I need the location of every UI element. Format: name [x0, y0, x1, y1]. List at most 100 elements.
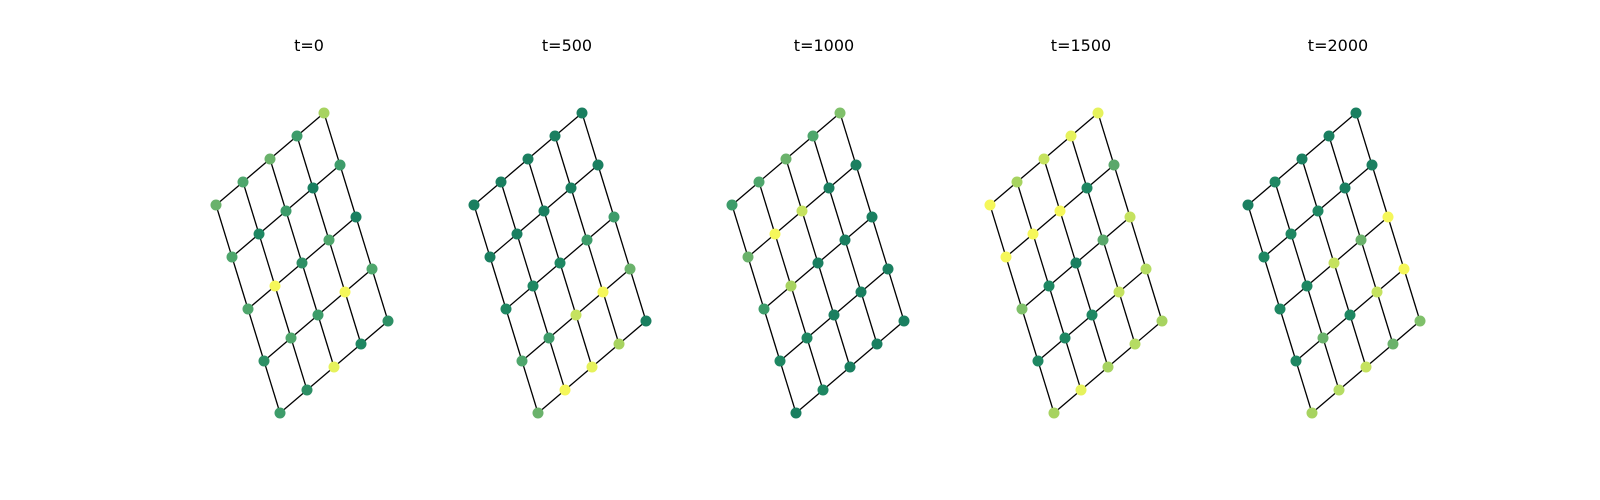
lattice-edge [532, 262, 561, 287]
lattice-edge [1016, 158, 1045, 183]
lattice-edge [231, 256, 249, 310]
lattice-edge [548, 314, 577, 339]
lattice-edge [586, 216, 615, 241]
lattice-node [592, 159, 604, 171]
lattice-node [242, 303, 254, 315]
lattice-edge [774, 210, 803, 235]
lattice-edge [1371, 164, 1389, 218]
lattice-edge [1064, 314, 1093, 339]
panel-nodes [726, 107, 910, 419]
lattice-node [274, 407, 286, 419]
lattice-edge [758, 181, 776, 235]
lattice-edge [1048, 285, 1066, 339]
lattice-node [613, 338, 625, 350]
lattice-edge [1279, 285, 1308, 310]
lattice-edge [1333, 262, 1351, 316]
lattice-node [1360, 361, 1372, 373]
lattice-node [608, 211, 620, 223]
lattice-edge [989, 181, 1018, 206]
lattice-edge [1392, 320, 1421, 345]
lattice-edge [269, 135, 298, 160]
lattice-edge [564, 366, 593, 391]
lattice-edge [1118, 268, 1147, 293]
lattice-edge [505, 308, 523, 362]
lattice-node [1306, 407, 1318, 419]
lattice-edge [774, 233, 792, 287]
lattice-edge [1070, 135, 1088, 189]
lattice-node [823, 182, 835, 194]
lattice-node [812, 257, 824, 269]
lattice-node [1382, 211, 1394, 223]
lattice-node [559, 384, 571, 396]
lattice-edge [1037, 337, 1066, 362]
lattice-edge [339, 164, 357, 218]
lattice-node [296, 257, 308, 269]
lattice-node [1032, 355, 1044, 367]
lattice-node [328, 361, 340, 373]
lattice-edge [758, 158, 787, 183]
lattice-edge [1005, 256, 1023, 310]
lattice-node [1081, 182, 1093, 194]
lattice-edge [1145, 268, 1163, 322]
lattice-edge [1080, 366, 1109, 391]
lattice-edge [812, 112, 841, 137]
lattice-node [1113, 286, 1125, 298]
lattice-node [516, 355, 528, 367]
lattice-edge [618, 320, 647, 345]
lattice-edge [855, 164, 873, 218]
lattice-node [280, 205, 292, 217]
lattice-node [307, 182, 319, 194]
lattice-edge [1070, 112, 1099, 137]
lattice-edge [597, 164, 615, 218]
lattice-edge [312, 164, 341, 189]
lattice-edge [516, 210, 545, 235]
lattice-edge [1037, 360, 1055, 414]
lattice-node [984, 199, 996, 211]
lattice-edge [301, 262, 319, 316]
lattice-edge [1091, 314, 1109, 368]
lattice-edge [355, 216, 373, 270]
lattice-edge [763, 285, 792, 310]
lattice-edge [844, 239, 862, 293]
lattice-node [576, 107, 588, 119]
lattice-edge [1360, 216, 1389, 241]
lattice-node [1027, 228, 1039, 240]
lattice-edge [290, 337, 308, 391]
lattice-node [511, 228, 523, 240]
lattice-edge [543, 187, 572, 212]
lattice-edge [1086, 187, 1104, 241]
lattice-node [527, 280, 539, 292]
lattice-node [1328, 257, 1340, 269]
lattice-node [1140, 263, 1152, 275]
lattice-node [350, 211, 362, 223]
lattice-node [1129, 338, 1141, 350]
lattice-node [780, 153, 792, 165]
lattice-edge [1344, 164, 1373, 189]
lattice-node [1124, 211, 1136, 223]
panel-edges [473, 112, 647, 414]
lattice-edge [731, 181, 760, 206]
lattice-edge [839, 112, 857, 166]
lattice-edge [344, 291, 362, 345]
lattice-edge [1387, 216, 1405, 270]
panel-nodes [468, 107, 652, 419]
lattice-edge [1328, 112, 1357, 137]
lattice-edge [505, 285, 534, 310]
lattice-edge [1134, 320, 1163, 345]
lattice-edge [860, 291, 878, 345]
lattice-node [624, 263, 636, 275]
panel-title: t=500 [542, 36, 592, 55]
lattice-edge [790, 285, 808, 339]
panel-title: t=1000 [794, 36, 854, 55]
lattice-edge [1032, 233, 1050, 287]
lattice-edge [344, 268, 373, 293]
lattice-edge [1043, 158, 1061, 212]
lattice-edge [285, 187, 314, 212]
lattice-node [796, 205, 808, 217]
panel-edges [731, 112, 905, 414]
lattice-edge [1064, 337, 1082, 391]
lattice-edge [333, 343, 362, 368]
lattice-edge [1301, 135, 1330, 160]
panel-t2000: t=2000 [1242, 36, 1426, 419]
lattice-edge [602, 291, 620, 345]
